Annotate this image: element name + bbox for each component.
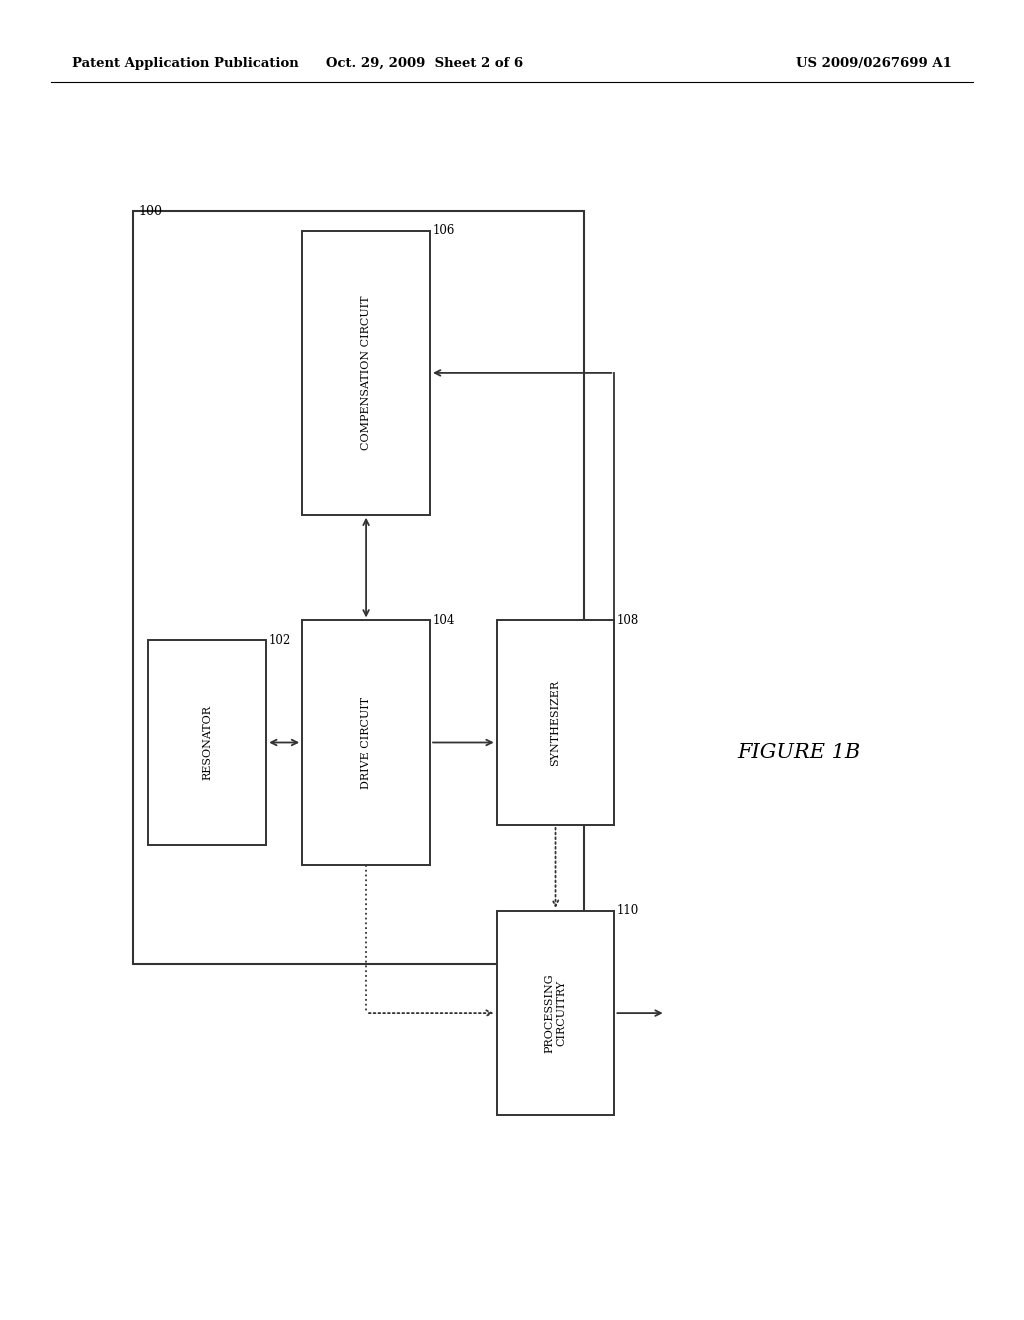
Text: 110: 110 <box>616 904 639 917</box>
Text: 102: 102 <box>268 634 291 647</box>
Text: 108: 108 <box>616 614 639 627</box>
Text: COMPENSATION CIRCUIT: COMPENSATION CIRCUIT <box>361 296 371 450</box>
Bar <box>148 640 266 845</box>
Text: Patent Application Publication: Patent Application Publication <box>72 57 298 70</box>
Text: 106: 106 <box>432 224 455 238</box>
Text: FIGURE 1B: FIGURE 1B <box>737 743 860 762</box>
Text: 100: 100 <box>138 205 162 218</box>
Text: PROCESSING
CIRCUITRY: PROCESSING CIRCUITRY <box>545 973 566 1053</box>
Bar <box>302 231 430 515</box>
Bar <box>133 211 584 964</box>
Text: DRIVE CIRCUIT: DRIVE CIRCUIT <box>361 697 371 788</box>
Text: SYNTHESIZER: SYNTHESIZER <box>551 680 560 766</box>
Text: RESONATOR: RESONATOR <box>203 705 212 780</box>
Bar <box>497 911 614 1115</box>
Text: US 2009/0267699 A1: US 2009/0267699 A1 <box>797 57 952 70</box>
Text: 104: 104 <box>432 614 455 627</box>
Bar <box>302 620 430 865</box>
Bar <box>497 620 614 825</box>
Text: Oct. 29, 2009  Sheet 2 of 6: Oct. 29, 2009 Sheet 2 of 6 <box>327 57 523 70</box>
